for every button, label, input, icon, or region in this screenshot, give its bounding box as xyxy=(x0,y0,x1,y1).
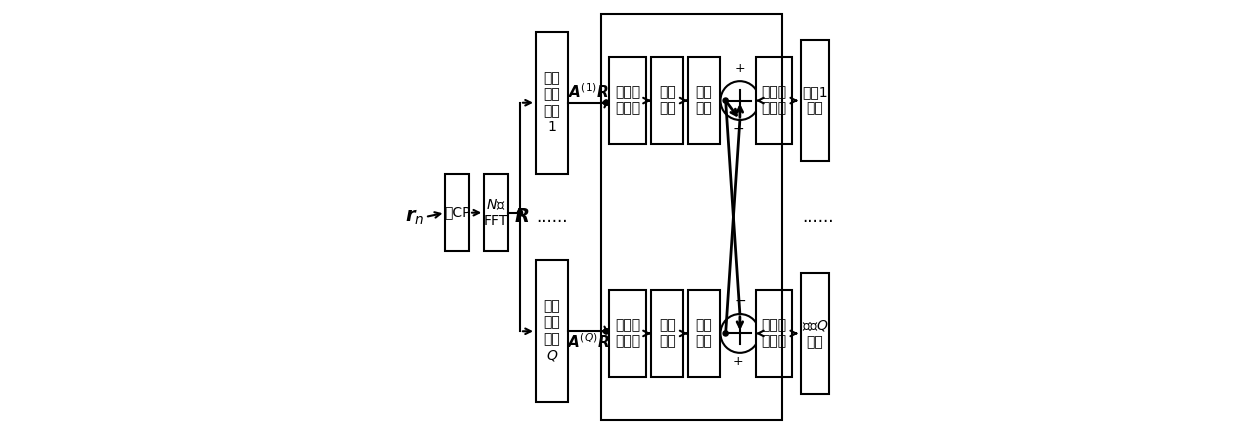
FancyBboxPatch shape xyxy=(688,290,720,377)
Text: ......: ...... xyxy=(537,208,568,226)
Text: +: + xyxy=(733,355,743,368)
Text: 频偏迭
代消除: 频偏迭 代消除 xyxy=(761,85,786,116)
FancyBboxPatch shape xyxy=(688,57,720,144)
Text: $\boldsymbol{A}^{(Q)}\boldsymbol{R}$: $\boldsymbol{A}^{(Q)}\boldsymbol{R}$ xyxy=(567,333,610,352)
Circle shape xyxy=(604,329,609,334)
FancyBboxPatch shape xyxy=(651,290,683,377)
Circle shape xyxy=(604,100,609,105)
Text: 频偏迭
代消除: 频偏迭 代消除 xyxy=(761,318,786,349)
Circle shape xyxy=(604,329,609,334)
FancyBboxPatch shape xyxy=(651,57,683,144)
Text: 干扰
重构: 干扰 重构 xyxy=(696,318,712,349)
Circle shape xyxy=(720,81,759,120)
FancyBboxPatch shape xyxy=(484,174,508,251)
Text: 用户1
解调: 用户1 解调 xyxy=(802,85,828,116)
Text: 码域
重构: 码域 重构 xyxy=(658,318,676,349)
Text: $N$点
FFT: $N$点 FFT xyxy=(484,197,508,228)
Text: 频偏初
步消除: 频偏初 步消除 xyxy=(615,318,640,349)
Text: ......: ...... xyxy=(802,208,835,226)
Text: 码域
重构: 码域 重构 xyxy=(658,85,676,116)
Circle shape xyxy=(604,100,609,105)
Text: −: − xyxy=(732,122,744,136)
Circle shape xyxy=(723,331,728,336)
FancyBboxPatch shape xyxy=(536,260,568,402)
Circle shape xyxy=(720,314,759,353)
FancyBboxPatch shape xyxy=(609,290,646,377)
Text: 提取
子载
波集
$Q$: 提取 子载 波集 $Q$ xyxy=(543,299,560,363)
FancyBboxPatch shape xyxy=(801,273,830,394)
Text: 用户$Q$
解调: 用户$Q$ 解调 xyxy=(802,318,828,349)
Text: 提取
子载
波集
1: 提取 子载 波集 1 xyxy=(543,72,560,134)
FancyBboxPatch shape xyxy=(756,290,792,377)
FancyBboxPatch shape xyxy=(756,57,792,144)
Text: 干扰
重构: 干扰 重构 xyxy=(696,85,712,116)
Text: $\boldsymbol{r}_n$: $\boldsymbol{r}_n$ xyxy=(405,207,425,227)
Text: 频偏初
步消除: 频偏初 步消除 xyxy=(615,85,640,116)
Text: $\boldsymbol{R}$: $\boldsymbol{R}$ xyxy=(515,207,529,227)
Text: $\boldsymbol{A}^{(1)}\boldsymbol{R}$: $\boldsymbol{A}^{(1)}\boldsymbol{R}$ xyxy=(568,82,609,101)
Circle shape xyxy=(517,210,522,215)
FancyBboxPatch shape xyxy=(445,174,469,251)
FancyBboxPatch shape xyxy=(536,32,568,174)
Circle shape xyxy=(723,98,728,103)
FancyBboxPatch shape xyxy=(801,40,830,161)
FancyBboxPatch shape xyxy=(609,57,646,144)
Text: −: − xyxy=(734,293,745,308)
Text: +: + xyxy=(734,62,745,75)
Text: 去CP: 去CP xyxy=(444,206,470,220)
